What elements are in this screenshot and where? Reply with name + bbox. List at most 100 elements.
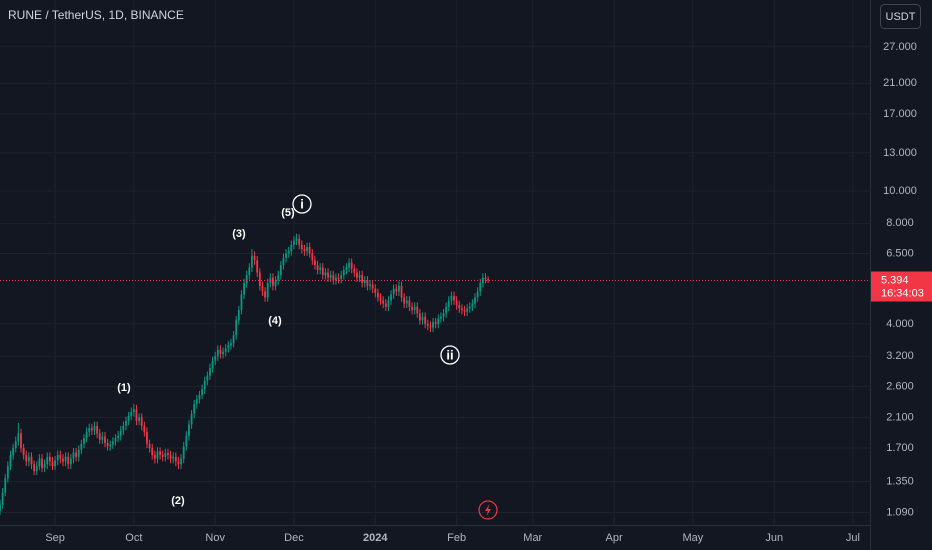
candle-body (72, 452, 75, 459)
wave-annotation: ii (446, 347, 453, 362)
candle-body (282, 257, 285, 266)
candle-body (90, 428, 93, 431)
x-tick-label: Mar (523, 532, 542, 544)
candle-body (93, 425, 96, 431)
candle-body (143, 425, 146, 432)
candle-body (471, 303, 474, 307)
candle-body (195, 399, 198, 405)
candle-body (77, 449, 80, 457)
candle-body (345, 267, 348, 270)
candle-body (56, 455, 59, 461)
candle-body (130, 411, 133, 416)
candle-body (387, 300, 390, 307)
x-tick-label: Apr (606, 532, 623, 544)
candle-body (222, 351, 224, 355)
candle-body (324, 272, 327, 276)
candle-body (9, 455, 12, 467)
candle-body (279, 265, 282, 276)
candle-body (363, 280, 366, 284)
x-tick-label: Jun (765, 532, 783, 544)
currency-button[interactable]: USDT (880, 4, 921, 29)
candle-body (43, 464, 46, 469)
candle-body (434, 322, 437, 324)
candle-body (35, 466, 38, 472)
currency-button-frame[interactable] (880, 4, 921, 29)
candle-body (421, 316, 424, 321)
candle-body (332, 275, 335, 281)
y-tick-label: 8.000 (886, 217, 914, 229)
candle-body (122, 425, 125, 431)
candle-body (201, 389, 203, 396)
candle-body (243, 283, 245, 295)
candle-body (455, 300, 458, 306)
x-tick-label: Oct (125, 532, 142, 544)
candle-body (248, 267, 251, 276)
candle-body (193, 404, 196, 414)
candle-body (382, 300, 385, 304)
candle-body (411, 306, 413, 311)
candle-body (342, 269, 345, 276)
candle-body (117, 435, 120, 439)
candle-body (290, 244, 293, 252)
candle-body (484, 277, 487, 280)
x-tick-label: 2024 (363, 532, 388, 544)
candle-body (274, 280, 277, 286)
candle-body (316, 265, 319, 270)
candle-body (353, 268, 356, 273)
candle-body (337, 277, 340, 280)
lightning-circle[interactable] (478, 500, 498, 520)
candle-body (6, 466, 9, 479)
candle-body (106, 442, 109, 447)
candle-body (146, 431, 148, 444)
wave-annotation: (2) (171, 495, 185, 507)
candle-body (253, 255, 256, 261)
x-tick-label: Nov (205, 532, 225, 544)
candle-body (397, 285, 400, 292)
lightning-icon[interactable] (478, 500, 498, 520)
y-tick-label: 1.090 (886, 506, 914, 518)
y-tick-label: 4.000 (886, 318, 914, 330)
candle-body (306, 246, 308, 252)
candle-body (358, 275, 361, 278)
x-tick-label: Feb (447, 532, 466, 544)
candle-body (4, 478, 7, 493)
x-tick-label: Jul (846, 532, 860, 544)
y-tick-label: 6.500 (886, 247, 914, 259)
lightning-bolt[interactable] (485, 504, 491, 516)
candle-body (182, 446, 185, 459)
y-tick-label: 13.000 (883, 147, 917, 159)
candle-body (156, 451, 159, 459)
candle-body (75, 452, 78, 457)
candle-body (62, 458, 64, 462)
candle-body (83, 438, 85, 444)
wave-annotation: (3) (232, 228, 246, 240)
candle-body (405, 300, 408, 304)
candles (0, 233, 490, 516)
y-tick-label: 1.350 (886, 475, 914, 487)
candle-body (161, 455, 164, 457)
annotation-circle (440, 345, 460, 365)
candle-body (300, 244, 303, 250)
candle-body (1, 492, 4, 505)
candle-body (114, 438, 117, 442)
candle-body (245, 275, 248, 284)
candle-body (203, 380, 206, 390)
candle-body (138, 417, 141, 421)
candle-body (48, 456, 51, 462)
candle-body (266, 283, 269, 298)
candle-body (230, 343, 232, 346)
candle-body (14, 441, 17, 449)
candle-body (148, 443, 151, 449)
candle-body (177, 461, 180, 465)
candle-body (395, 288, 398, 292)
candle-body (474, 297, 476, 304)
candle-body (303, 249, 306, 252)
candle-body (232, 335, 235, 344)
currency-button-label[interactable]: USDT (886, 11, 916, 23)
candle-body (64, 456, 67, 462)
candle-body (180, 458, 183, 465)
candle-body (219, 349, 222, 355)
x-tick-label: May (682, 532, 703, 544)
candle-body (119, 430, 122, 436)
candle-body (27, 456, 30, 462)
